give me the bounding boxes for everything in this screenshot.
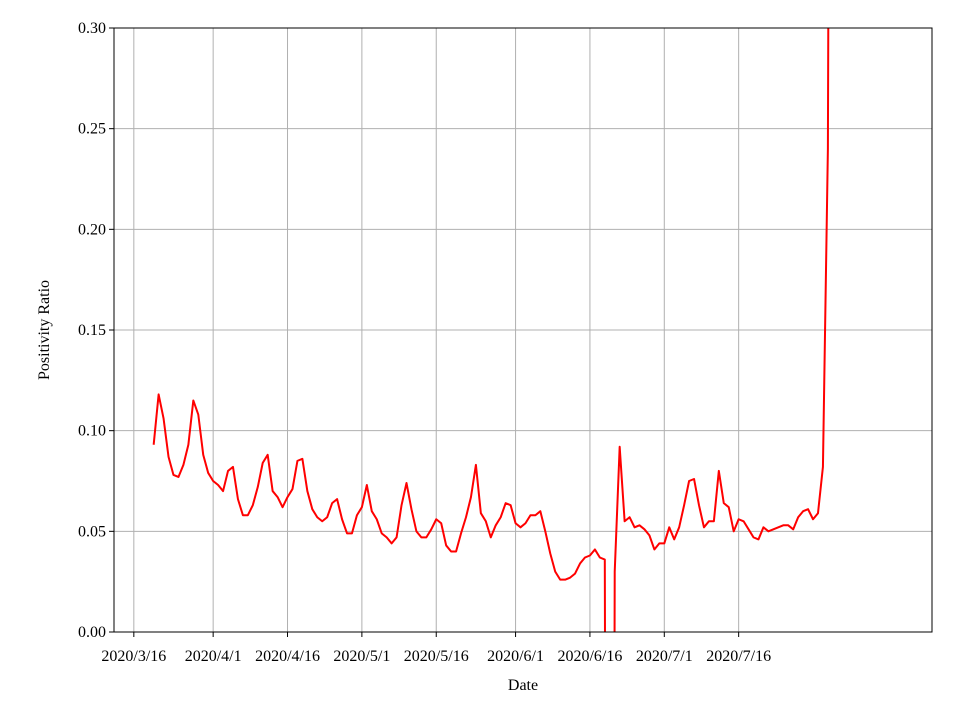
data-line <box>152 28 830 632</box>
plot-frame <box>113 27 933 633</box>
x-tick-label: 2020/6/16 <box>557 648 622 665</box>
y-tick-label: 0.15 <box>78 322 106 339</box>
x-tick-label: 2020/5/1 <box>333 648 390 665</box>
x-tick-label: 2020/7/1 <box>636 648 693 665</box>
y-tick-label: 0.30 <box>78 20 106 37</box>
x-tick-label: 2020/4/1 <box>185 648 242 665</box>
x-tick-label: 2020/5/16 <box>404 648 469 665</box>
y-tick-label: 0.20 <box>78 221 106 238</box>
x-tick-label: 2020/4/16 <box>255 648 320 665</box>
y-tick-label: 0.00 <box>78 624 106 641</box>
y-axis-label: Positivity Ratio <box>36 280 53 380</box>
y-tick-label: 0.25 <box>78 121 106 138</box>
x-tick-label: 2020/3/16 <box>101 648 166 665</box>
x-tick-label: 2020/7/16 <box>706 648 771 665</box>
y-tick-label: 0.10 <box>78 423 106 440</box>
x-axis-label: Date <box>508 677 538 694</box>
y-tick-label: 0.05 <box>78 523 106 540</box>
x-tick-label: 2020/6/1 <box>487 648 544 665</box>
